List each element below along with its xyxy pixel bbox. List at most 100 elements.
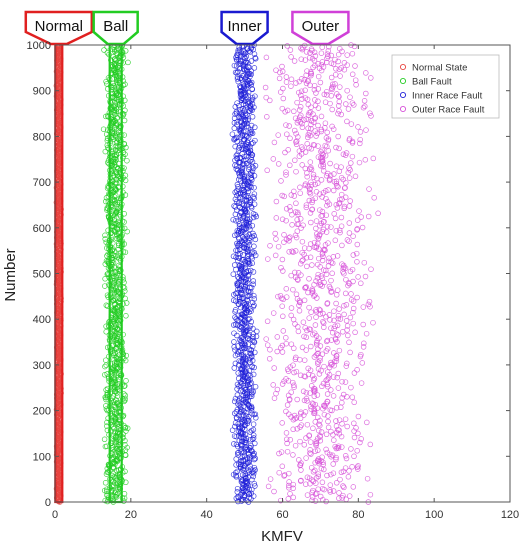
data-point: [326, 372, 333, 378]
data-point: [293, 139, 299, 145]
data-point: [287, 491, 293, 497]
data-point: [304, 492, 311, 498]
data-point: [252, 455, 259, 462]
data-point: [286, 485, 292, 491]
data-point: [313, 314, 319, 320]
data-point: [355, 274, 361, 280]
data-point: [233, 247, 239, 254]
data-point: [329, 123, 335, 130]
data-point: [301, 357, 308, 363]
data-point: [245, 335, 251, 341]
data-point: [295, 328, 302, 335]
data-point: [308, 451, 314, 457]
data-point: [266, 356, 273, 362]
data-point: [264, 114, 270, 120]
x-tick-label: 80: [352, 509, 364, 521]
data-point: [276, 450, 282, 457]
data-point: [250, 470, 257, 477]
data-point: [291, 369, 297, 376]
data-point: [283, 430, 290, 436]
data-point: [345, 282, 351, 289]
y-tick-label: 500: [33, 269, 51, 281]
data-point: [286, 411, 292, 417]
data-point: [324, 337, 331, 344]
data-point: [311, 410, 317, 417]
data-point: [349, 100, 356, 106]
data-point: [327, 407, 334, 413]
data-point: [108, 135, 114, 141]
data-point: [290, 494, 297, 501]
data-point: [321, 324, 327, 331]
data-point: [122, 424, 129, 431]
data-point: [323, 446, 329, 453]
data-point: [230, 297, 237, 304]
data-point: [286, 123, 292, 129]
data-point: [293, 141, 300, 148]
data-point: [239, 164, 246, 171]
data-point: [357, 140, 363, 147]
data-point: [336, 495, 342, 502]
legend-label: Inner Race Fault: [412, 91, 483, 102]
data-point: [308, 179, 314, 185]
data-point: [329, 106, 335, 113]
data-point: [305, 365, 311, 372]
legend-marker: [399, 63, 407, 71]
data-point: [103, 387, 109, 393]
data-point: [334, 287, 341, 293]
data-point: [246, 315, 253, 322]
data-point: [291, 345, 297, 352]
data-point: [284, 131, 290, 137]
data-point: [311, 87, 318, 93]
data-point: [361, 98, 368, 104]
data-point: [357, 136, 363, 143]
data-point: [314, 261, 321, 268]
data-point: [304, 263, 310, 270]
data-point: [273, 236, 279, 242]
data-point: [311, 406, 317, 413]
data-point: [233, 472, 239, 479]
data-point: [251, 292, 257, 299]
data-point: [304, 68, 310, 74]
data-point: [294, 426, 300, 432]
y-tick-label: 1000: [27, 40, 51, 52]
data-point: [241, 244, 247, 251]
data-point: [231, 62, 238, 69]
data-point: [346, 238, 352, 244]
legend-marker: [399, 77, 407, 85]
data-point: [324, 129, 330, 136]
data-point: [353, 82, 359, 88]
data-point: [335, 110, 341, 117]
data-point: [234, 151, 241, 158]
legend-marker: [399, 91, 407, 99]
data-point: [306, 276, 312, 282]
data-point: [363, 127, 369, 133]
data-point: [298, 422, 305, 428]
data-point: [240, 190, 246, 196]
data-point: [250, 269, 257, 275]
data-point: [113, 445, 119, 452]
data-point: [315, 73, 322, 80]
data-point: [290, 316, 297, 323]
data-point: [233, 207, 240, 213]
data-point: [303, 204, 310, 211]
data-point: [309, 372, 316, 379]
data-point: [249, 107, 255, 113]
data-point: [304, 173, 310, 180]
data-point: [234, 155, 240, 161]
data-point: [344, 87, 350, 94]
data-point: [357, 439, 363, 446]
data-point: [102, 276, 108, 282]
data-point: [279, 420, 285, 426]
data-point: [315, 86, 322, 92]
data-point: [335, 313, 342, 319]
data-point: [362, 157, 369, 163]
data-point: [311, 330, 318, 336]
data-point: [352, 77, 359, 83]
data-point: [315, 154, 322, 160]
data-point: [336, 347, 343, 354]
data-point: [245, 259, 251, 266]
data-point: [242, 265, 248, 271]
data-point: [359, 224, 366, 231]
data-point: [251, 296, 258, 302]
data-point: [351, 428, 357, 434]
